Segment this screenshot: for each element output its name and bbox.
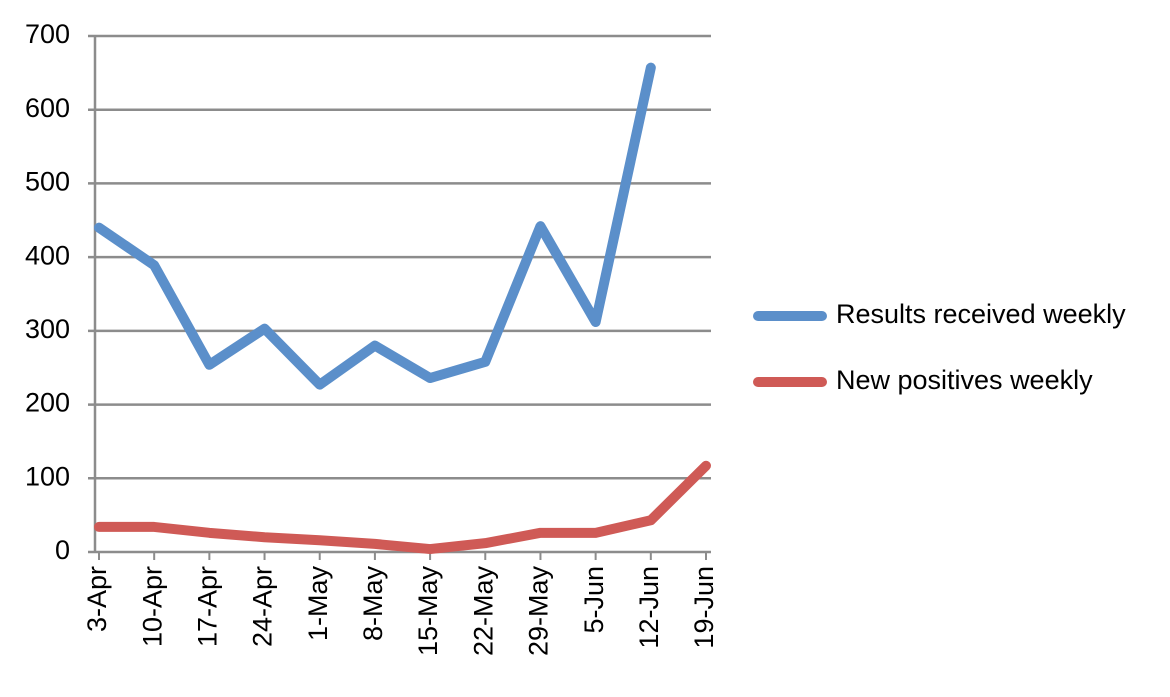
x-tick-label: 24-Apr (248, 566, 278, 647)
x-tick-label: 10-Apr (137, 566, 167, 647)
y-tick-label: 100 (25, 461, 70, 491)
x-tick-label: 5-Jun (579, 566, 609, 634)
legend-label: Results received weekly (836, 299, 1126, 329)
series-line (94, 62, 656, 390)
x-tick-label: 22-May (468, 566, 498, 657)
x-tick-label: 3-Apr (82, 566, 112, 632)
y-tick-label: 500 (25, 167, 70, 197)
x-tick-label: 19-Jun (689, 566, 719, 649)
x-tick-label: 29-May (524, 566, 554, 657)
y-tick-label: 300 (25, 314, 70, 344)
y-tick-label: 700 (25, 19, 70, 49)
y-tick-label: 600 (25, 93, 70, 123)
x-tick-label: 1-May (303, 566, 333, 642)
legend-label: New positives weekly (836, 365, 1093, 395)
y-tick-label: 0 (55, 535, 70, 565)
x-tick-label: 12-Jun (634, 566, 664, 649)
y-tick-label: 400 (25, 240, 70, 270)
x-tick-label: 8-May (358, 566, 388, 642)
y-tick-label: 200 (25, 388, 70, 418)
x-tick-label: 15-May (413, 566, 443, 657)
series-line (94, 460, 711, 555)
x-tick-label: 17-Apr (192, 566, 222, 647)
